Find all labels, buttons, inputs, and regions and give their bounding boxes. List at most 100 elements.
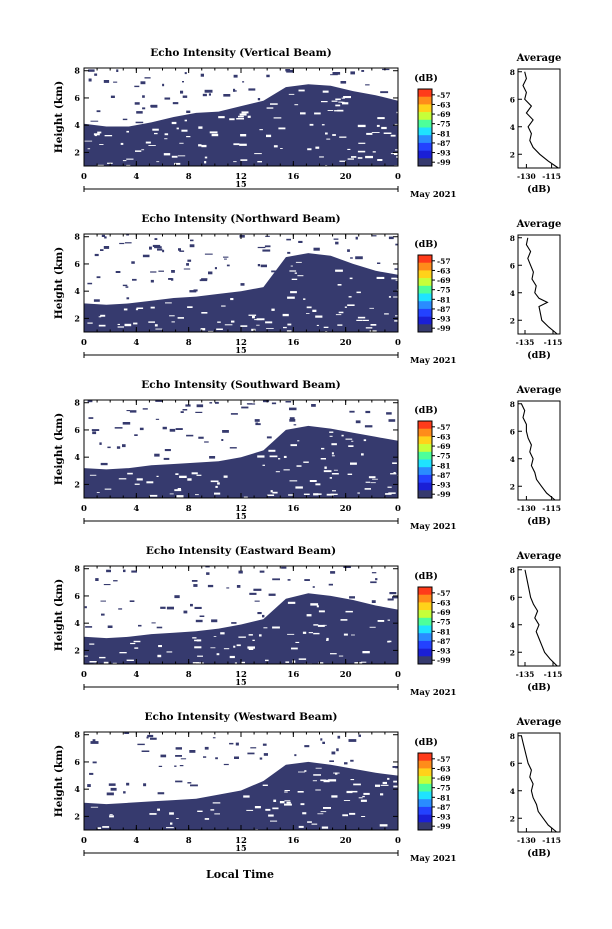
average-profile-line [520,735,557,833]
colorbar-segment [418,648,432,657]
average-y-tick: 2 [510,648,515,657]
x-axis-label: Local Time [206,868,274,881]
day-marker: 15 [235,511,246,521]
colorbar-segment [418,142,432,151]
colorbar-units: (dB) [414,73,438,84]
colorbar-segment [418,421,432,429]
colorbar-tick: -57 [437,755,451,764]
y-tick-label: 4 [74,618,80,628]
average-frame [517,732,561,833]
heatmap [84,68,398,166]
colorbar-segment [418,301,432,310]
colorbar-tick: -87 [437,471,451,480]
date-label: May 2021 [410,356,457,366]
colorbar-segment [418,474,432,483]
beam-panel-4: Echo Intensity (Westward Beam) Height (km… [53,711,561,864]
x-tick-label: 4 [133,836,139,846]
colorbar-segment [418,625,432,634]
average-title: Average [516,551,562,562]
colorbar-segment [418,444,432,453]
average-y-tick: 2 [510,482,515,491]
colorbar-segment [418,324,432,333]
average-x-tick: -135 [516,338,535,347]
average-y-tick: 4 [510,289,515,298]
colorbar-segment [418,158,432,167]
colorbar-tick: -87 [437,803,451,812]
colorbar-segment [418,594,432,603]
colorbar-segment [418,617,432,626]
panel-title: Echo Intensity (Eastward Beam) [146,545,336,557]
day-marker: 15 [235,843,246,853]
colorbar-tick: -99 [437,158,451,167]
colorbar-segment [418,428,432,437]
x-tick-label: 0 [81,338,87,348]
colorbar-segment [418,490,432,499]
y-tick-label: 2 [74,811,80,821]
beam-panel-2: Echo Intensity (Southward Beam) Height (k… [53,379,561,532]
colorbar-tick: -63 [437,764,451,773]
x-tick-label: 8 [186,670,192,680]
colorbar-units: (dB) [414,239,438,250]
y-tick-label: 8 [74,398,80,408]
colorbar-segment [418,587,432,595]
x-tick-label: 0 [81,836,87,846]
colorbar-tick: -69 [437,276,451,285]
average-x-label: (dB) [527,848,551,859]
average-y-tick: 6 [510,95,515,104]
heatmap [84,234,398,332]
colorbar-segment [418,799,432,808]
colorbar-tick: -57 [437,423,451,432]
panel-title: Echo Intensity (Vertical Beam) [150,47,331,59]
y-tick-label: 2 [74,147,80,157]
colorbar-tick: -63 [437,432,451,441]
colorbar-tick: -63 [437,100,451,109]
average-x-label: (dB) [527,184,551,195]
x-tick-label: 0 [81,504,87,514]
x-tick-label: 4 [133,504,139,514]
colorbar-segment [418,640,432,649]
y-tick-label: 4 [74,452,80,462]
x-tick-label: 20 [340,338,352,348]
colorbar-segment [418,776,432,785]
average-y-tick: 8 [510,68,515,77]
y-tick-label: 2 [74,479,80,489]
colorbar-tick: -75 [437,120,451,129]
average-x-tick: -115 [542,836,561,845]
average-x-tick: -115 [544,670,563,679]
y-axis-label: Height (km) [53,247,65,319]
x-tick-label: 16 [287,670,299,680]
x-tick-label: 12 [235,836,247,846]
speckles [84,68,398,166]
y-tick-label: 4 [74,286,80,296]
average-x-tick: -130 [517,172,536,181]
colorbar-tick: -93 [437,813,451,822]
average-x-tick: -130 [517,504,536,513]
colorbar-segment [418,783,432,792]
panel-title: Echo Intensity (Northward Beam) [141,213,340,225]
x-tick-label: 0 [81,172,87,182]
colorbar-units: (dB) [414,405,438,416]
x-tick-label: 16 [287,172,299,182]
colorbar-segment [418,791,432,800]
colorbar-segment [418,119,432,128]
date-label: May 2021 [410,854,457,864]
beam-panel-0: Echo Intensity (Vertical Beam) Height (km… [53,47,561,200]
colorbar-tick: -81 [437,627,451,636]
average-y-tick: 2 [510,316,515,325]
colorbar-units: (dB) [414,737,438,748]
colorbar-segment [418,459,432,468]
average-profile-line [524,569,558,667]
heatmap [84,732,398,830]
average-x-label: (dB) [527,682,551,693]
speckles [84,566,398,664]
colorbar-segment [418,822,432,831]
x-tick-label: 0 [81,670,87,680]
average-y-tick: 4 [510,455,515,464]
day-marker: 15 [235,345,246,355]
y-tick-label: 2 [74,313,80,323]
x-tick-label: 16 [287,836,299,846]
colorbar-tick: -93 [437,149,451,158]
heatmap [84,400,398,498]
colorbar-tick: -81 [437,461,451,470]
colorbar-tick: -69 [437,110,451,119]
